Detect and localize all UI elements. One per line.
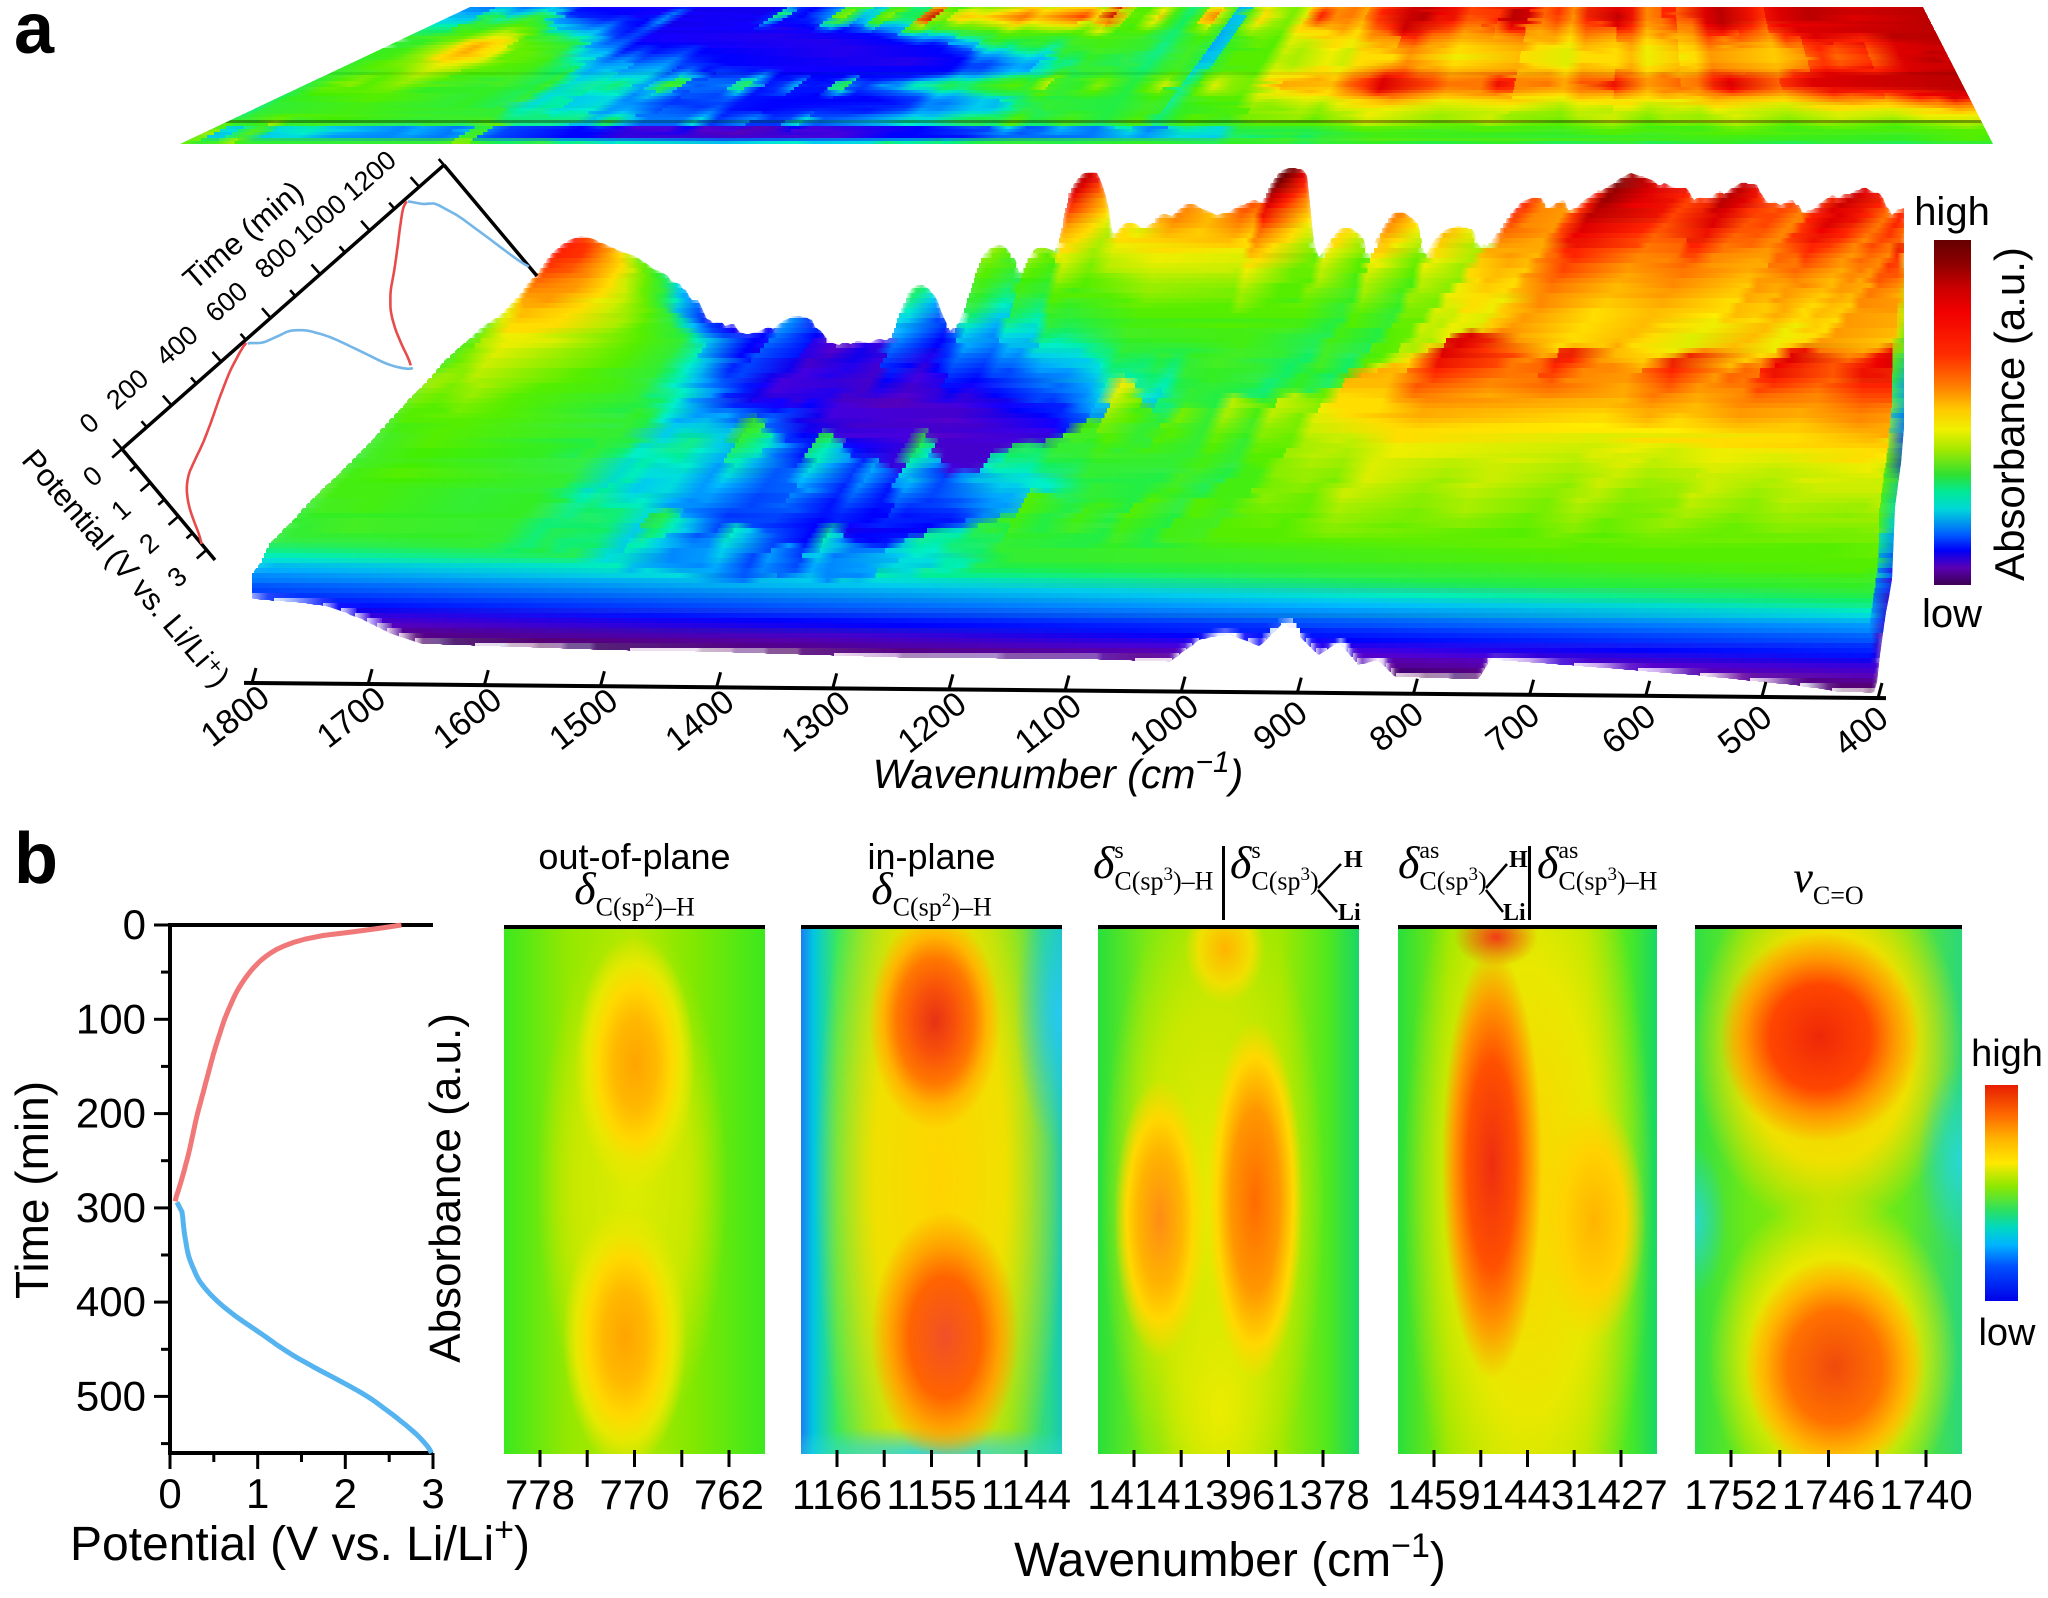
svg-text:1155: 1155 (886, 1471, 976, 1518)
svg-text:1414: 1414 (1087, 1471, 1180, 1518)
svg-text:500: 500 (1711, 698, 1779, 763)
svg-text:high: high (1971, 1033, 2043, 1075)
svg-text:1300: 1300 (774, 683, 857, 760)
svg-text:1500: 1500 (542, 681, 625, 758)
svg-text:Potential (V vs. Li/Li+): Potential (V vs. Li/Li+) (70, 1511, 530, 1571)
svg-text:Time (min): Time (min) (176, 174, 310, 297)
svg-text:1752: 1752 (1684, 1471, 1777, 1518)
svg-text:low: low (1922, 592, 1982, 636)
svg-text:400: 400 (76, 1278, 146, 1325)
svg-text:1200: 1200 (337, 145, 402, 207)
svg-text:1: 1 (246, 1470, 269, 1517)
svg-text:Wavenumber (cm−1): Wavenumber (cm−1) (1014, 1527, 1446, 1587)
svg-text:800: 800 (1363, 695, 1431, 760)
svg-text:400: 400 (1827, 699, 1895, 764)
svg-text:3: 3 (421, 1470, 444, 1517)
svg-text:2: 2 (334, 1470, 357, 1517)
svg-text:400: 400 (150, 320, 204, 372)
svg-text:1427: 1427 (1574, 1471, 1667, 1518)
svg-text:1144: 1144 (981, 1471, 1071, 1518)
svg-text:high: high (1914, 190, 1990, 234)
svg-text:100: 100 (76, 995, 146, 1042)
svg-text:1600: 1600 (426, 680, 509, 757)
svg-text:500: 500 (76, 1372, 146, 1419)
svg-text:600: 600 (1595, 697, 1663, 762)
svg-text:1800: 1800 (194, 678, 277, 755)
svg-text:700: 700 (1479, 696, 1547, 761)
svg-text:Potential (V vs. Li/Li⁺): Potential (V vs. Li/Li⁺) (15, 443, 237, 694)
svg-text:0: 0 (158, 1470, 181, 1517)
svg-text:300: 300 (76, 1184, 146, 1231)
svg-text:0: 0 (77, 460, 108, 493)
svg-text:200: 200 (101, 363, 155, 415)
svg-text:762: 762 (694, 1471, 764, 1518)
svg-text:Wavenumber (cm−1): Wavenumber (cm−1) (873, 746, 1244, 798)
svg-text:1746: 1746 (1782, 1471, 1875, 1518)
svg-text:low: low (1978, 1312, 2036, 1354)
svg-text:1166: 1166 (792, 1471, 882, 1518)
svg-text:1200: 1200 (891, 684, 974, 761)
svg-text:1378: 1378 (1276, 1471, 1369, 1518)
svg-text:1443: 1443 (1481, 1471, 1574, 1518)
svg-text:770: 770 (599, 1471, 669, 1518)
svg-text:Time (min): Time (min) (6, 1081, 58, 1299)
svg-text:1459: 1459 (1387, 1471, 1480, 1518)
svg-text:1700: 1700 (310, 679, 393, 756)
svg-text:Absorbance (a.u.): Absorbance (a.u.) (1986, 247, 2033, 581)
svg-text:0: 0 (74, 407, 105, 440)
svg-text:778: 778 (505, 1471, 575, 1518)
svg-text:1400: 1400 (658, 682, 741, 759)
svg-text:200: 200 (76, 1090, 146, 1137)
svg-text:0: 0 (123, 901, 146, 948)
svg-text:900: 900 (1246, 693, 1314, 758)
svg-text:Absorbance (a.u.): Absorbance (a.u.) (421, 1013, 470, 1363)
svg-text:1740: 1740 (1879, 1471, 1972, 1518)
svg-text:1396: 1396 (1182, 1471, 1275, 1518)
